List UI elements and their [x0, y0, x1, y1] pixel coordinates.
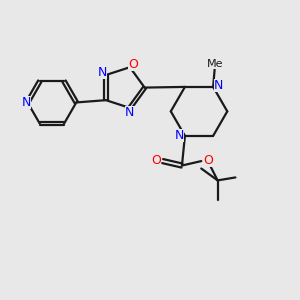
Text: N: N	[214, 79, 223, 92]
Text: N: N	[125, 106, 135, 119]
Text: N: N	[21, 96, 31, 109]
Text: O: O	[151, 154, 161, 167]
Text: O: O	[203, 154, 213, 167]
Text: Me: Me	[206, 59, 223, 69]
Text: O: O	[128, 58, 138, 71]
Text: N: N	[98, 65, 107, 79]
Text: N: N	[175, 129, 184, 142]
